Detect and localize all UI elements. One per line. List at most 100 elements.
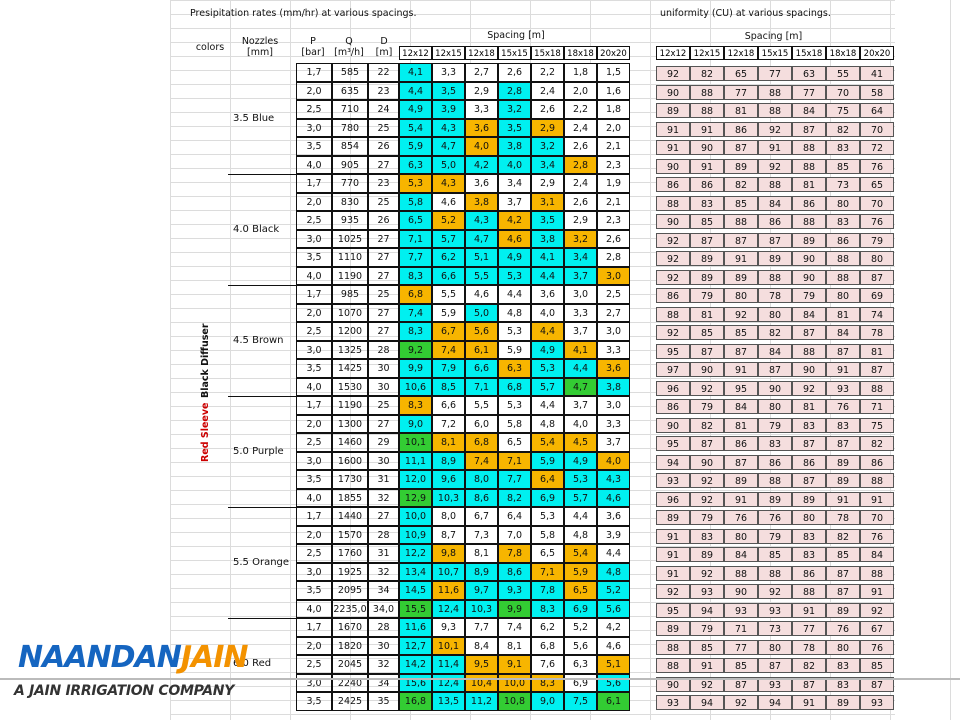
uniformity-cell: 91 xyxy=(656,121,690,137)
uniformity-cell: 86 xyxy=(792,195,826,211)
precipitation-cell: 4,9 xyxy=(564,451,597,470)
param-cell-d: 27 xyxy=(368,303,399,322)
uniformity-cell: 76 xyxy=(758,510,792,525)
precipitation-cell: 7,1 xyxy=(498,451,531,470)
precipitation-cell: 4,6 xyxy=(597,636,630,655)
uniformity-cell: 83 xyxy=(826,140,860,155)
precipitation-cell: 6,5 xyxy=(564,581,597,600)
uniformity-cell: 73 xyxy=(758,621,792,636)
param-cell-d: 32 xyxy=(368,562,399,581)
uniformity-cell: 86 xyxy=(758,454,792,470)
uniformity-cell: 77 xyxy=(792,84,826,100)
precipitation-cell: 4,3 xyxy=(432,174,465,193)
param-cell-d: 30 xyxy=(368,377,399,396)
precipitation-cell: 4,0 xyxy=(564,414,597,433)
uniformity-cell: 92 xyxy=(656,232,690,248)
precipitation-cell: 5,6 xyxy=(465,322,498,341)
black-diffuser-label: Black Diffuser xyxy=(200,323,211,398)
group-separator xyxy=(228,507,296,508)
param-cell-q: 1600 xyxy=(332,451,368,470)
pressure-header: P [bar] xyxy=(301,36,325,58)
precipitation-cell: 3,5 xyxy=(498,118,531,137)
spacing-label: 20x20 xyxy=(597,46,630,60)
param-cell-q: 780 xyxy=(332,118,368,137)
spacing-label: 12x12 xyxy=(399,46,432,60)
uniformity-cell: 84 xyxy=(724,547,758,562)
precipitation-cell: 10,3 xyxy=(465,599,498,618)
precipitation-cell: 2,8 xyxy=(498,81,531,100)
uniformity-cell: 90 xyxy=(792,269,826,285)
precipitation-cell: 10,6 xyxy=(399,377,432,396)
precipitation-cell: 13,4 xyxy=(399,562,432,581)
param-cell-q: 1110 xyxy=(332,248,368,267)
precipitation-cell: 5,3 xyxy=(531,507,564,526)
uniformity-cell: 89 xyxy=(656,510,690,525)
precipitation-cell: 6,9 xyxy=(564,599,597,618)
param-cell-p: 4,0 xyxy=(296,488,332,507)
precipitation-cell: 3,8 xyxy=(498,137,531,156)
precipitation-cell: 7,7 xyxy=(465,618,498,637)
uniformity-cell: 88 xyxy=(860,565,894,581)
precipitation-cell: 8,1 xyxy=(465,544,498,563)
uniformity-cell: 87 xyxy=(690,343,724,359)
uniformity-cell: 91 xyxy=(724,362,758,377)
precipitation-cell: 6,5 xyxy=(498,433,531,452)
precipitation-cell: 6,8 xyxy=(531,636,564,655)
precipitation-cell: 6,2 xyxy=(432,248,465,267)
param-cell-p: 3,0 xyxy=(296,451,332,470)
uniformity-cell: 89 xyxy=(792,491,826,507)
uniformity-cell: 87 xyxy=(792,473,826,488)
naandanjain-logo: NAANDANJAIN xyxy=(18,640,249,675)
precipitation-cell: 3,6 xyxy=(597,359,630,378)
uniformity-cell: 95 xyxy=(656,343,690,359)
uniformity-cell: 87 xyxy=(724,454,758,470)
precipitation-cell: 4,6 xyxy=(498,229,531,248)
precipitation-cell: 5,4 xyxy=(531,433,564,452)
param-cell-p: 2,0 xyxy=(296,303,332,322)
uniformity-cell: 97 xyxy=(656,362,690,377)
uniformity-cell: 80 xyxy=(758,639,792,655)
precipitation-cell: 4,7 xyxy=(564,377,597,396)
precipitation-cell: 3,6 xyxy=(465,118,498,137)
uniformity-cell: 84 xyxy=(860,547,894,562)
precipitation-cell: 3,0 xyxy=(597,266,630,285)
param-cell-q: 1760 xyxy=(332,544,368,563)
uniformity-cell: 86 xyxy=(690,177,724,192)
precipitation-cell: 6,7 xyxy=(432,322,465,341)
uniformity-cell: 80 xyxy=(826,288,860,303)
precipitation-cell: 3,3 xyxy=(564,303,597,322)
uniformity-cell: 92 xyxy=(656,66,690,81)
uniformity-cell: 91 xyxy=(826,491,860,507)
precipitation-cell: 1,5 xyxy=(597,63,630,82)
precipitation-cell: 3,3 xyxy=(465,100,498,119)
precipitation-cell: 4,2 xyxy=(597,618,630,637)
precipitation-cell: 7,4 xyxy=(432,340,465,359)
precipitation-cell: 3,8 xyxy=(465,192,498,211)
precipitation-cell: 5,9 xyxy=(432,303,465,322)
uniformity-cell: 91 xyxy=(792,695,826,710)
uniformity-cell: 91 xyxy=(656,528,690,544)
precipitation-cell: 4,0 xyxy=(597,451,630,470)
param-cell-q: 2095 xyxy=(332,581,368,600)
precipitation-cell: 4,4 xyxy=(498,285,531,304)
precipitation-cell: 5,6 xyxy=(597,599,630,618)
uniformity-cell: 89 xyxy=(724,269,758,285)
precipitation-cell: 3,6 xyxy=(465,174,498,193)
param-cell-q: 1300 xyxy=(332,414,368,433)
precipitation-cell: 4,6 xyxy=(465,285,498,304)
param-cell-q: 1440 xyxy=(332,507,368,526)
uniformity-cell: 88 xyxy=(826,269,860,285)
uniformity-cell: 88 xyxy=(758,84,792,100)
uniformity-cell: 65 xyxy=(860,177,894,192)
uniformity-cell: 87 xyxy=(826,584,860,599)
precipitation-cell: 6,1 xyxy=(597,692,630,711)
spacing-label: 15x15 xyxy=(498,46,531,60)
param-cell-q: 2045 xyxy=(332,655,368,674)
uniformity-cell: 93 xyxy=(690,584,724,599)
precipitation-cell: 3,7 xyxy=(564,266,597,285)
uniformity-cell: 76 xyxy=(724,510,758,525)
uniformity-cell: 92 xyxy=(690,380,724,396)
precipitation-cell: 7,8 xyxy=(498,544,531,563)
precipitation-cell: 6,0 xyxy=(465,414,498,433)
uniformity-cell: 91 xyxy=(656,140,690,155)
